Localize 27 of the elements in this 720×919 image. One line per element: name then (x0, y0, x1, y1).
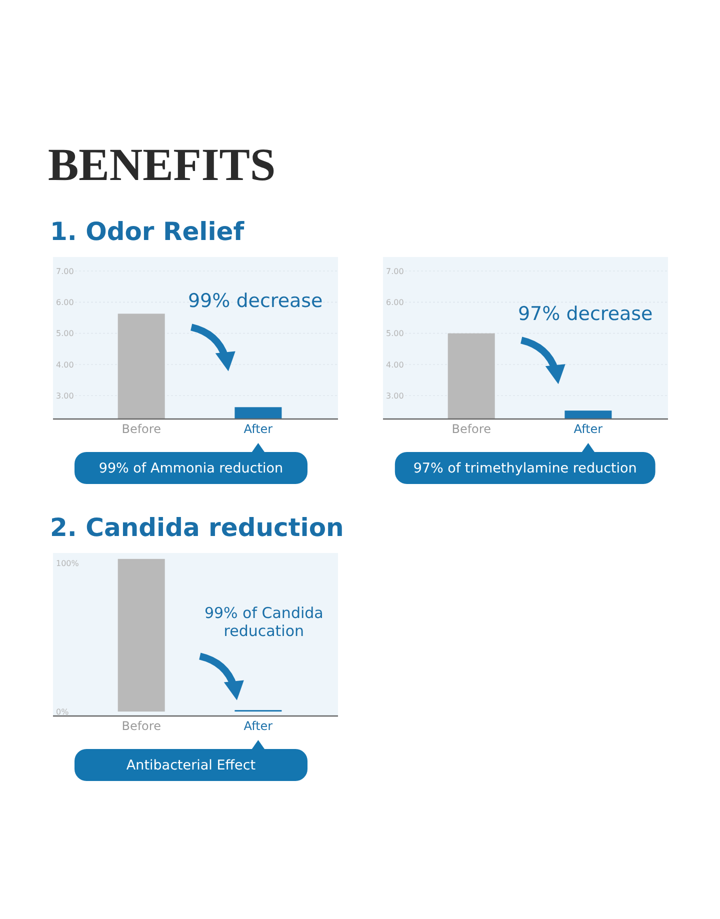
y-tick-label: 5.00 (56, 329, 74, 338)
annotation: 99% decrease (188, 290, 323, 312)
text: Antibacterial Effect (126, 758, 256, 774)
x-tick-label: After (574, 422, 603, 436)
x-tick-label: After (244, 719, 273, 733)
x-tick-label: After (244, 422, 273, 436)
chart-title: BENEFITS (48, 139, 276, 190)
y-tick-label: 3.00 (56, 391, 74, 400)
y-tick-label: 6.00 (56, 298, 74, 307)
y-tick-label: 4.00 (386, 360, 404, 370)
chart-subtitle: 1. Odor Relief (50, 217, 246, 246)
y-tick-label: 100% (56, 559, 80, 568)
y-tick-label: 7.00 (386, 266, 404, 276)
text: 99% of Ammonia reduction (98, 460, 284, 477)
x-tick-label: Before (122, 719, 161, 733)
y-tick-label: 3.00 (386, 391, 404, 400)
annotation: 97% decrease (518, 303, 653, 326)
y-tick-label: 6.00 (386, 298, 404, 307)
text: 97% of trimethylamine reduction (413, 460, 637, 477)
chart-title: 2. Candida reduction (50, 513, 344, 542)
x-tick-label: Before (122, 422, 161, 436)
y-tick-label: 0% (56, 707, 70, 716)
y-tick-label: 5.00 (386, 329, 404, 338)
y-tick-label: 7.00 (56, 266, 74, 276)
x-tick-label: Before (452, 422, 491, 436)
annotation: 99% of Candida reducation (204, 604, 324, 640)
y-tick-label: 4.00 (56, 360, 74, 370)
